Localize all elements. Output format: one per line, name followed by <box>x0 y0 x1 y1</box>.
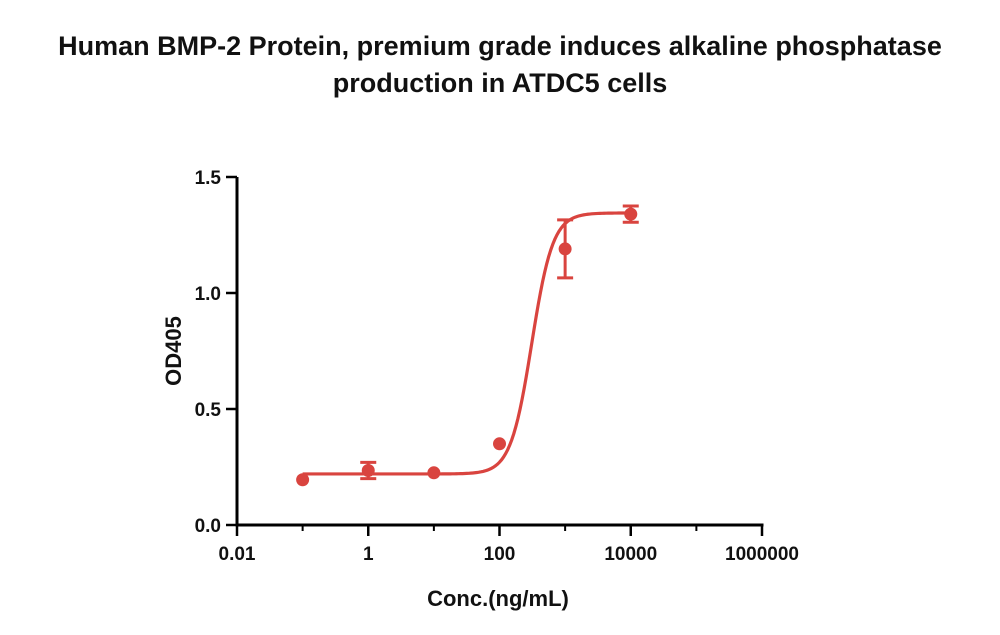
data-point <box>493 437 506 451</box>
data-point <box>361 463 375 477</box>
chart-title-line-2: production in ATDC5 cells <box>332 68 668 99</box>
y-tick-label: 1.0 <box>195 284 221 305</box>
data-point <box>427 466 441 480</box>
chart-title: Human BMP-2 Protein, premium grade induc… <box>0 28 1000 103</box>
x-tick-label: 10000 <box>604 544 657 565</box>
x-tick-label: 100 <box>484 544 516 565</box>
data-point <box>558 242 572 256</box>
y-tick-label: 1.5 <box>195 168 222 189</box>
chart-title-line-1: Human BMP-2 Protein, premium grade induc… <box>58 31 942 61</box>
y-tick-label: 0.0 <box>195 516 221 537</box>
x-tick-label: 0.01 <box>219 544 256 565</box>
x-tick-label: 1 <box>363 544 374 565</box>
data-point-layer <box>296 207 638 487</box>
x-tick-label: 1000000 <box>725 544 799 565</box>
data-point <box>624 207 638 221</box>
fit-curve-layer <box>302 211 631 476</box>
x-axis-label: Conc.(ng/mL) <box>427 586 569 611</box>
y-axis-label: OD405 <box>161 316 186 386</box>
data-point <box>296 473 310 487</box>
axes: 0.01 1 100 10000 1000000 0.0 0.5 1.0 1.5 <box>195 168 799 565</box>
y-tick-label: 0.5 <box>195 400 222 421</box>
fit-curve <box>302 211 631 476</box>
